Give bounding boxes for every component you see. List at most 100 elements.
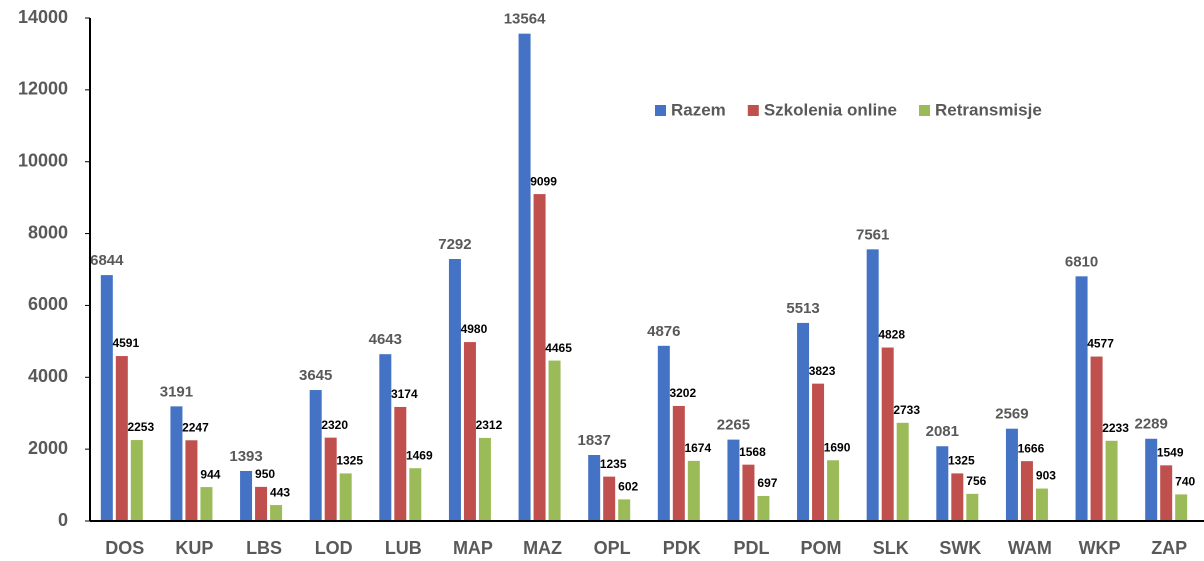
bar bbox=[255, 486, 268, 521]
value-label: 1325 bbox=[336, 454, 363, 468]
value-label: 2320 bbox=[321, 418, 348, 432]
bar bbox=[866, 249, 879, 522]
x-tick-label: WKP bbox=[1079, 538, 1121, 558]
value-label: 4980 bbox=[461, 322, 488, 336]
x-tick-label: OPL bbox=[594, 538, 631, 558]
x-tick-label: LBS bbox=[246, 538, 282, 558]
legend-label: Szkolenia online bbox=[764, 100, 897, 119]
bar bbox=[1035, 488, 1048, 521]
bar bbox=[200, 487, 213, 521]
x-tick-label: LOD bbox=[315, 538, 353, 558]
value-label: 4828 bbox=[878, 328, 905, 342]
x-tick-label: MAP bbox=[453, 538, 493, 558]
value-label: 3174 bbox=[391, 387, 418, 401]
value-label: 4643 bbox=[369, 331, 402, 348]
y-tick-label: 6000 bbox=[28, 294, 68, 314]
bar bbox=[240, 470, 253, 521]
bar bbox=[588, 454, 601, 521]
value-label: 2233 bbox=[1102, 421, 1129, 435]
bar bbox=[324, 437, 337, 521]
value-label: 3823 bbox=[809, 364, 836, 378]
x-tick-label: PDL bbox=[733, 538, 769, 558]
bar bbox=[727, 439, 740, 521]
bar bbox=[379, 354, 392, 521]
value-label: 2247 bbox=[182, 420, 209, 434]
bar bbox=[478, 437, 491, 521]
x-tick-label: LUB bbox=[385, 538, 422, 558]
y-tick-label: 8000 bbox=[28, 222, 68, 242]
bar bbox=[270, 505, 283, 521]
x-tick-label: DOS bbox=[105, 538, 144, 558]
legend-label: Retransmisje bbox=[935, 100, 1042, 119]
value-label: 2312 bbox=[476, 418, 503, 432]
value-label: 1325 bbox=[948, 454, 975, 468]
value-label: 1690 bbox=[824, 440, 851, 454]
value-label: 2253 bbox=[127, 420, 154, 434]
bar bbox=[170, 406, 183, 521]
bar bbox=[185, 440, 198, 521]
x-tick-label: MAZ bbox=[523, 538, 562, 558]
value-label: 1666 bbox=[1018, 441, 1045, 455]
value-label: 443 bbox=[270, 485, 290, 499]
bar bbox=[603, 476, 616, 521]
value-label: 602 bbox=[618, 480, 638, 494]
value-label: 697 bbox=[757, 476, 777, 490]
legend-swatch bbox=[655, 105, 666, 116]
value-label: 1549 bbox=[1157, 446, 1184, 460]
bar bbox=[812, 383, 825, 521]
bar bbox=[757, 495, 770, 521]
value-label: 7292 bbox=[438, 236, 471, 253]
bar bbox=[1145, 438, 1158, 521]
value-label: 4591 bbox=[112, 336, 139, 350]
value-label: 2569 bbox=[995, 406, 1028, 423]
value-label: 3202 bbox=[669, 386, 696, 400]
x-tick-label: PDK bbox=[663, 538, 701, 558]
value-label: 740 bbox=[1175, 475, 1195, 489]
value-label: 2265 bbox=[717, 417, 750, 434]
bar bbox=[966, 493, 979, 521]
value-label: 756 bbox=[966, 474, 986, 488]
bar bbox=[657, 345, 670, 521]
value-label: 13564 bbox=[504, 11, 546, 28]
bar bbox=[1020, 461, 1033, 521]
value-label: 950 bbox=[255, 467, 275, 481]
bar bbox=[448, 259, 461, 521]
bar bbox=[548, 360, 561, 521]
value-label: 1235 bbox=[600, 457, 627, 471]
x-tick-label: SWK bbox=[939, 538, 981, 558]
bar bbox=[1005, 428, 1018, 521]
value-label: 4465 bbox=[545, 341, 572, 355]
bar bbox=[339, 473, 352, 521]
y-tick-label: 12000 bbox=[18, 79, 68, 99]
bar bbox=[115, 356, 128, 521]
x-tick-label: POM bbox=[801, 538, 842, 558]
legend-label: Razem bbox=[671, 100, 726, 119]
bar bbox=[533, 194, 546, 521]
x-tick-label: SLK bbox=[873, 538, 909, 558]
bar bbox=[394, 406, 407, 521]
bar bbox=[936, 446, 949, 521]
y-tick-label: 0 bbox=[58, 510, 68, 530]
bar bbox=[518, 33, 531, 521]
value-label: 1469 bbox=[406, 448, 433, 462]
value-label: 7561 bbox=[856, 226, 889, 243]
x-tick-label: ZAP bbox=[1151, 538, 1187, 558]
y-tick-label: 2000 bbox=[28, 438, 68, 458]
y-tick-label: 14000 bbox=[18, 7, 68, 27]
y-tick-label: 10000 bbox=[18, 150, 68, 170]
legend-swatch bbox=[919, 105, 931, 116]
y-tick-label: 4000 bbox=[28, 366, 68, 386]
value-label: 1837 bbox=[578, 432, 611, 449]
bar bbox=[687, 460, 700, 521]
value-label: 6810 bbox=[1065, 253, 1098, 270]
value-label: 3191 bbox=[160, 383, 193, 400]
value-label: 1568 bbox=[739, 445, 766, 459]
bar bbox=[1105, 440, 1118, 521]
value-label: 4876 bbox=[647, 323, 680, 340]
value-label: 1393 bbox=[229, 448, 262, 465]
bar bbox=[130, 440, 143, 521]
bar bbox=[1075, 276, 1088, 521]
bar bbox=[309, 390, 322, 521]
value-label: 3645 bbox=[299, 367, 332, 384]
value-label: 9099 bbox=[530, 174, 557, 188]
